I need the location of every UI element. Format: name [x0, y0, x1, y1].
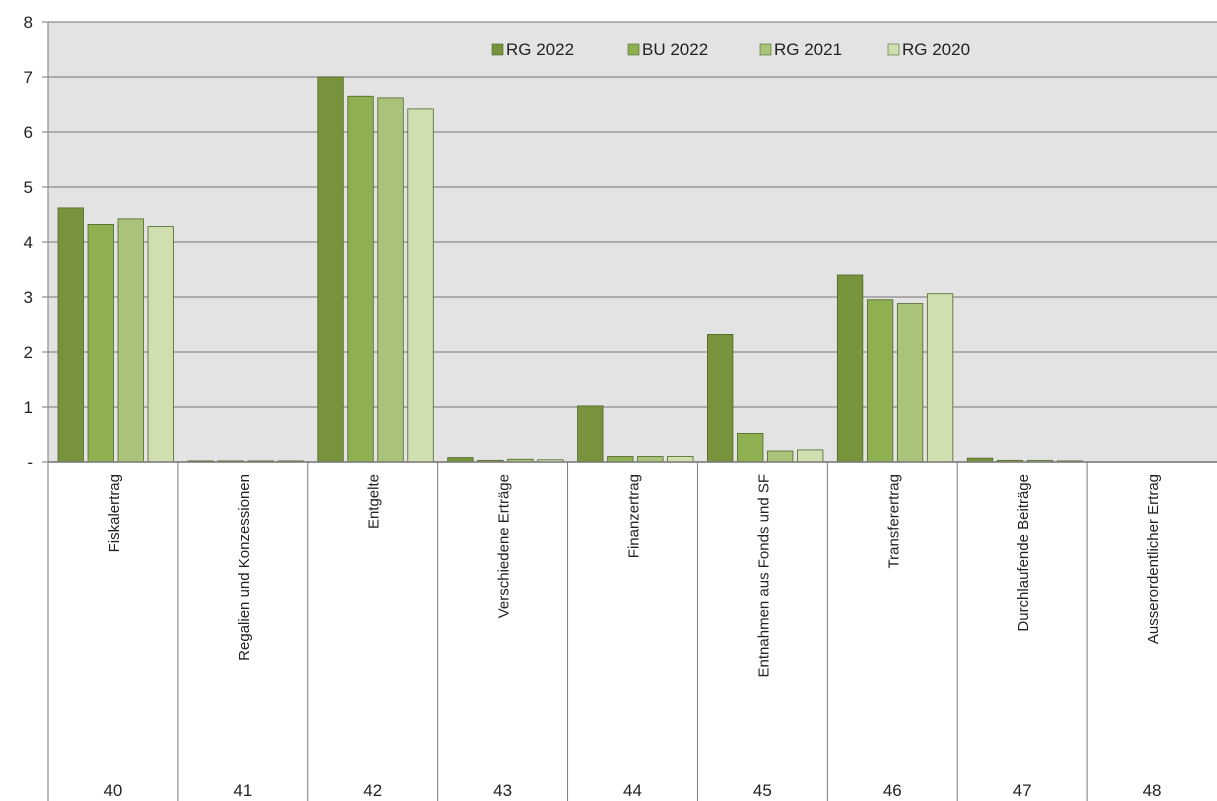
category-code: 46: [883, 781, 902, 800]
category-code: 48: [1143, 781, 1162, 800]
legend-swatch: [759, 43, 772, 56]
category-code: 47: [1013, 781, 1032, 800]
bar: [866, 299, 894, 463]
legend-swatch: [627, 43, 640, 56]
bar: [836, 274, 864, 463]
category-code: 45: [753, 781, 772, 800]
category-label: Finanzertrag: [626, 474, 643, 558]
y-tick-label: 6: [24, 123, 33, 142]
bar: [896, 303, 924, 463]
bar: [577, 405, 604, 463]
category-label: Entnahmen aus Fonds und SF: [755, 474, 772, 677]
legend: RG 2022 BU 2022 RG 2021 RG 2020: [491, 40, 970, 59]
bar: [57, 207, 84, 463]
y-tick-label: 7: [24, 68, 33, 87]
category-code: 41: [233, 781, 252, 800]
bar: [407, 108, 434, 463]
category-label: Durchlaufende Beiträge: [1015, 474, 1032, 632]
bar: [797, 449, 824, 463]
y-tick-label: 4: [24, 233, 33, 252]
bar: [317, 76, 344, 463]
category-code: 40: [103, 781, 122, 800]
category-label: Ausserordentlicher Ertrag: [1145, 474, 1162, 644]
legend-label: BU 2022: [642, 40, 708, 59]
bar: [707, 333, 734, 463]
category-code: 42: [363, 781, 382, 800]
bar: [377, 97, 404, 463]
bar: [767, 450, 794, 463]
bar: [637, 456, 664, 463]
category-label: Verschiedene Erträge: [496, 474, 513, 618]
bar: [117, 218, 144, 463]
y-tick-label: 5: [24, 178, 33, 197]
y-tick-label: 2: [24, 343, 33, 362]
y-tick-label: -: [27, 453, 33, 472]
category-code: 44: [623, 781, 642, 800]
y-tick-label: 8: [24, 13, 33, 32]
legend-label: RG 2021: [774, 40, 842, 59]
bar: [147, 226, 174, 463]
bar: [667, 456, 694, 463]
category-label: Fiskalertrag: [106, 474, 123, 552]
category-code: 43: [493, 781, 512, 800]
legend-label: RG 2022: [506, 40, 574, 59]
bar: [737, 432, 764, 463]
bars: [57, 76, 1084, 463]
category-label: Regalien und Konzessionen: [236, 474, 253, 661]
legend-swatch: [491, 43, 504, 56]
bar: [926, 293, 954, 463]
legend-swatch: [887, 43, 900, 56]
category-table: Fiskalertrag 40 Regalien und Konzessionen 4…: [48, 461, 1217, 801]
y-axis: - 1 2 3 4 5 6 7 8: [24, 13, 49, 801]
legend-label: RG 2020: [902, 40, 970, 59]
y-tick-label: 3: [24, 288, 33, 307]
category-label: Transferertrag: [885, 474, 902, 568]
bar: [607, 456, 634, 463]
y-tick-label: 1: [24, 398, 33, 417]
bar: [347, 95, 374, 463]
bar: [87, 223, 114, 463]
category-label: Entgelte: [366, 474, 383, 529]
